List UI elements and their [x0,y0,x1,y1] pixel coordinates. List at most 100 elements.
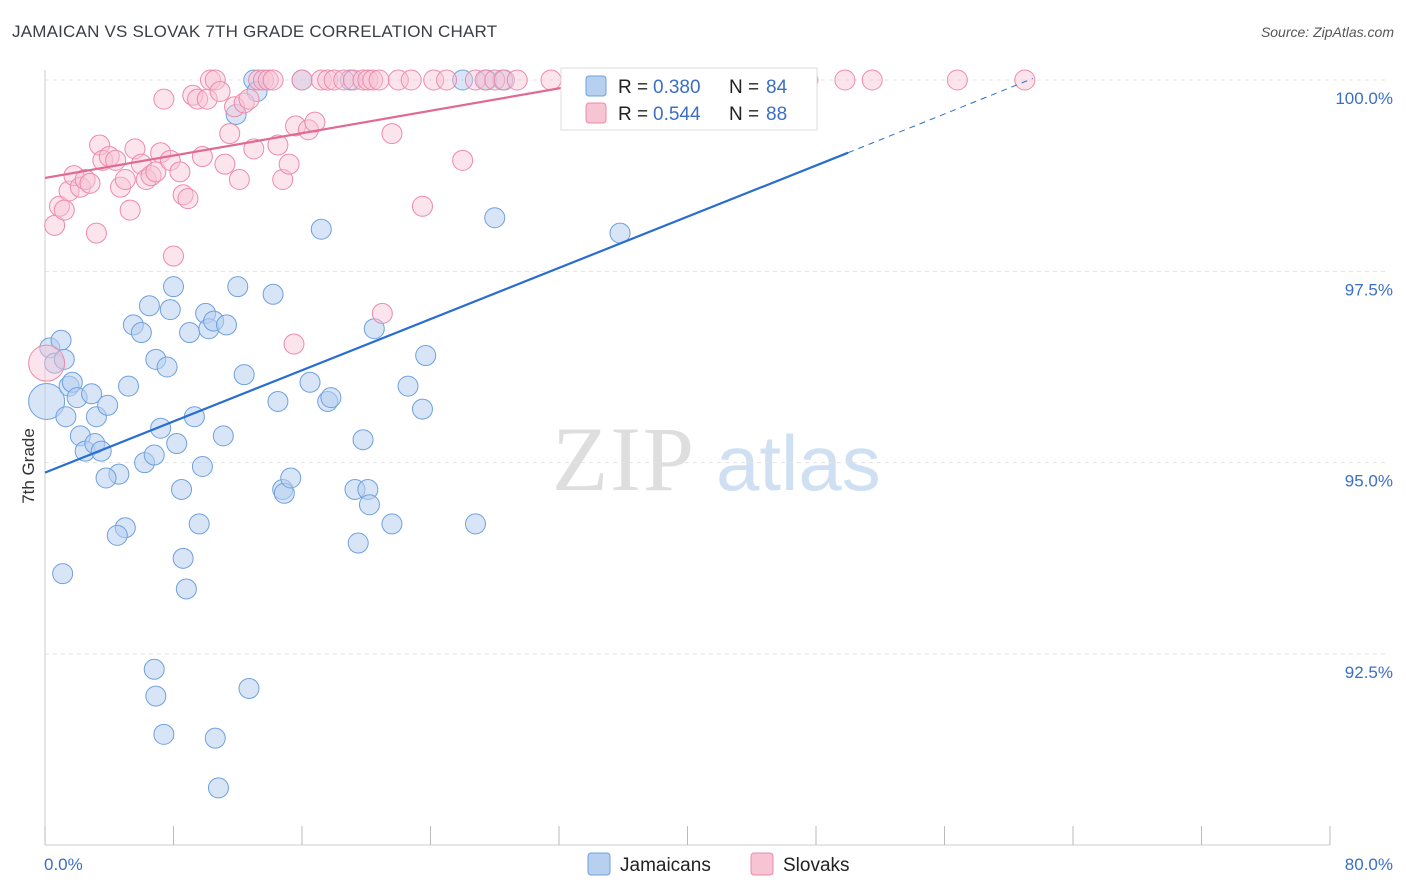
point-slovaks-75 [506,69,528,91]
point-jamaicans-33 [175,578,197,600]
point-slovaks-36 [214,153,236,175]
point-jamaicans-44 [227,276,249,298]
point-jamaicans-52 [280,467,302,489]
point-slovaks-41 [238,88,260,110]
point-slovaks-0 [28,344,66,382]
point-slovaks-74 [493,69,515,91]
point-jamaicans-17 [118,375,140,397]
point-jamaicans-28 [159,299,181,321]
legend-label-jamaicans: Jamaicans [620,855,711,876]
point-jamaicans-65 [381,513,403,535]
chart-title: JAMAICAN VS SLOVAK 7TH GRADE CORRELATION… [12,22,498,41]
legend-swatch-jamaicans [587,852,611,876]
point-jamaicans-66 [397,375,419,397]
point-jamaicans-82 [238,677,260,699]
point-slovaks-11 [92,149,114,171]
point-jamaicans-67 [411,398,433,420]
point-slovaks-26 [169,161,191,183]
point-jamaicans-55 [310,218,332,240]
point-slovaks-85 [946,69,968,91]
zipatlas-watermark: ZIP atlas [552,408,881,510]
point-jamaicans-73 [484,207,506,229]
trendline-jamaicans [44,151,849,474]
point-slovaks-45 [257,69,279,91]
point-jamaicans-37 [191,455,213,477]
legend-swatch-slovaks [750,852,774,876]
tick-labels: 92.5% 95.0% 97.5% 100.0% 0.0% 80.0% [44,89,1393,874]
point-slovaks-54 [310,69,332,91]
point-jamaicans-68 [415,345,437,367]
point-slovaks-76 [540,69,562,91]
point-slovaks-37 [219,123,241,145]
x-tick-label-max: 80.0% [1345,855,1393,874]
point-jamaicans-69 [452,69,474,91]
point-jamaicans-80 [204,727,226,749]
trendline-jamaicans-extension [847,78,1034,154]
point-jamaicans-19 [106,524,128,546]
point-slovaks-35 [209,80,231,102]
point-jamaicans-34 [179,322,201,344]
point-jamaicans-81 [207,777,229,799]
point-jamaicans-42 [216,314,238,336]
point-slovaks-47 [267,134,289,156]
point-slovaks-60 [357,69,379,91]
point-slovaks-66 [400,69,422,91]
point-jamaicans-27 [156,356,178,378]
point-jamaicans-48 [262,283,284,305]
point-slovaks-55 [317,69,339,91]
point-jamaicans-32 [172,547,194,569]
point-jamaicans-21 [130,322,152,344]
point-jamaicans-23 [138,295,160,317]
point-jamaicans-60 [347,532,369,554]
point-slovaks-9 [85,222,107,244]
point-jamaicans-41 [212,425,234,447]
point-jamaicans-49 [267,390,289,412]
point-slovaks-49 [278,153,300,175]
point-slovaks-16 [119,199,141,221]
point-slovaks-69 [436,69,458,91]
point-slovaks-3 [53,199,75,221]
stats-r-slovaks: 0.544 [653,104,701,125]
point-jamaicans-76 [52,563,74,585]
point-jamaicans-31 [171,478,193,500]
point-jamaicans-29 [163,276,184,298]
stats-r-label-jamaicans: R = [618,77,648,98]
point-jamaicans-77 [143,658,165,680]
point-slovaks-28 [177,188,199,210]
point-jamaicans-83 [95,467,117,489]
point-slovaks-83 [834,69,856,91]
point-jamaicans-24 [143,444,165,466]
point-jamaicans-36 [188,513,210,535]
axes [44,70,1331,846]
point-slovaks-23 [153,88,175,110]
stats-n-label-slovaks: N = [729,104,759,125]
point-slovaks-42 [243,138,265,160]
x-tick-label-min: 0.0% [44,855,83,874]
y-tick-label-1: 95.0% [1345,472,1393,491]
point-slovaks-51 [291,69,313,91]
legend-label-slovaks: Slovaks [783,855,850,876]
point-slovaks-53 [304,111,326,133]
point-slovaks-68 [423,69,445,91]
point-jamaicans-78 [145,685,167,707]
stats-legend: R = 0.380 N = 84 R = 0.544 N = 88 [560,67,818,131]
source-label: Source: ZipAtlas.com [1260,24,1394,40]
stats-swatch-jamaicans [585,75,607,97]
point-jamaicans-63 [358,494,380,516]
watermark-zip: ZIP [552,408,696,510]
point-jamaicans-43 [225,103,247,125]
point-jamaicans-26 [150,417,172,439]
point-jamaicans-0 [28,382,66,420]
stats-r-label-slovaks: R = [618,104,648,125]
point-slovaks-67 [411,195,433,217]
point-jamaicans-79 [153,723,175,745]
y-tick-label-2: 97.5% [1345,280,1393,299]
point-jamaicans-57 [320,387,342,409]
point-slovaks-86 [1014,69,1036,91]
point-slovaks-34 [204,69,226,91]
point-slovaks-65 [387,69,409,91]
point-jamaicans-54 [299,371,321,393]
stats-n-jamaicans: 84 [766,77,788,98]
point-jamaicans-61 [352,429,374,451]
